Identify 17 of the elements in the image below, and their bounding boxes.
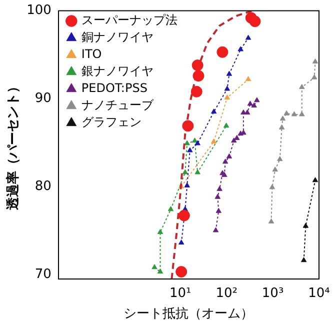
legend-label: ITO (81, 47, 102, 62)
y-tick-label: 90 (34, 91, 52, 106)
y-tick-label: 70 (34, 266, 52, 282)
y-axis-title: 透過率（パーセント） (5, 80, 22, 211)
y-tick-label: 100 (26, 3, 52, 18)
legend-label: 銅ナノワイヤ (81, 30, 154, 44)
y-tick-label: 80 (34, 178, 52, 194)
x-tick-label: 10⁴ (308, 286, 330, 301)
legend-label: PEDOT:PSS (81, 81, 148, 96)
x-tick-label: 10¹ (169, 286, 192, 301)
x-axis-title: シート抵抗（オーム） (124, 306, 254, 322)
x-tick-label: 10² (216, 286, 238, 301)
legend-label: 銀ナノワイヤ (81, 64, 154, 78)
legend-label: スーパーナップ法 (81, 13, 178, 28)
legend-label: グラフェン (81, 115, 142, 130)
legend-label: ナノチューブ (81, 98, 154, 112)
x-tick-label: 10³ (262, 286, 284, 301)
